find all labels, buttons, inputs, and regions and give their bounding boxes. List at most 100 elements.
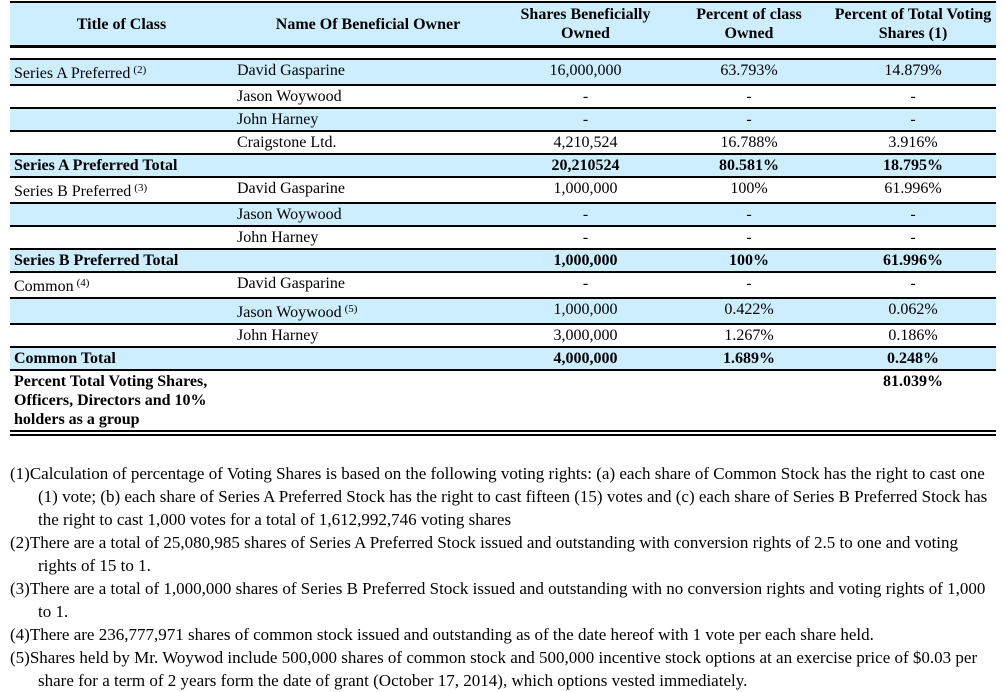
cell-shares: 1,000,000 <box>503 176 668 204</box>
table-header-row: Title of Class Name Of Beneficial Owner … <box>10 1 996 48</box>
cell-shares: 1,000,000 <box>503 297 668 325</box>
col-header-percent-class: Percent of class Owned <box>668 1 830 48</box>
cell-owner: Craigstone Ltd. <box>233 130 503 155</box>
footnote-ref-sup: (4) <box>76 276 90 289</box>
cell-pct-voting: 18.795% <box>830 153 996 178</box>
class-title: Common <box>14 277 74 295</box>
cell-title: Series A Preferred (2) <box>10 58 233 86</box>
cell-shares: - <box>503 107 668 132</box>
cell-pct-voting: - <box>830 107 996 132</box>
footnote-ref-sup: (3) <box>134 181 148 194</box>
footnote: (3)There are a total of 1,000,000 shares… <box>10 577 1000 623</box>
cell-shares: - <box>503 225 668 250</box>
col-header-percent-voting: Percent of Total Voting Shares (1) <box>830 1 996 48</box>
table-row: Series B Preferred (3) David Gasparine 1,… <box>10 176 996 204</box>
footnote-ref-sup: (2) <box>133 63 147 76</box>
beneficial-ownership-table: Title of Class Name Of Beneficial Owner … <box>10 1 996 436</box>
table-row-grand-total: Percent Total Voting Shares, Officers, D… <box>10 369 996 436</box>
footnote-text: There are a total of 25,080,985 shares o… <box>29 532 959 575</box>
cell-pct-voting: - <box>830 271 996 299</box>
table-row: Series A Preferred (2) David Gasparine 16… <box>10 58 996 86</box>
cell-pct-voting: 14.879% <box>830 58 996 86</box>
cell-pct-class: 100% <box>668 176 830 204</box>
footnote-number: (3) <box>10 578 30 598</box>
table-row: Craigstone Ltd. 4,210,524 16.788% 3.916% <box>10 130 996 155</box>
col-header-title-of-class: Title of Class <box>10 1 233 48</box>
table-row: John Harney 3,000,000 1.267% 0.186% <box>10 323 996 348</box>
cell-shares <box>503 369 668 436</box>
table-row: Jason Woywood - - - <box>10 202 996 227</box>
cell-pct-class: - <box>668 271 830 299</box>
footnote-ref-sup: (5) <box>344 302 358 315</box>
footnote: (4)There are 236,777,971 shares of commo… <box>10 623 1000 646</box>
footnote-text: Calculation of percentage of Voting Shar… <box>29 463 988 529</box>
cell-title <box>10 225 233 250</box>
cell-owner: John Harney <box>233 225 503 250</box>
table-row: Jason Woywood - - - <box>10 84 996 109</box>
cell-shares: 4,000,000 <box>503 346 668 371</box>
cell-pct-class: - <box>668 225 830 250</box>
table-row: John Harney - - - <box>10 107 996 132</box>
cell-pct-voting: - <box>830 225 996 250</box>
cell-pct-class: - <box>668 107 830 132</box>
cell-title: Series B Preferred Total <box>10 248 233 273</box>
table-row-total-common: Common Total 4,000,000 1.689% 0.248% <box>10 346 996 371</box>
cell-title: Percent Total Voting Shares, Officers, D… <box>10 369 503 436</box>
cell-owner <box>233 153 503 178</box>
cell-shares: 1,000,000 <box>503 248 668 273</box>
cell-owner <box>233 248 503 273</box>
cell-pct-class: - <box>668 202 830 227</box>
cell-title <box>10 107 233 132</box>
footnote-number: (1) <box>10 463 30 483</box>
col-header-beneficial-owner: Name Of Beneficial Owner <box>233 1 503 48</box>
col-header-shares-owned: Shares Beneficially Owned <box>503 1 668 48</box>
footnote: (1)Calculation of percentage of Voting S… <box>10 462 1000 531</box>
cell-pct-voting: 81.039% <box>830 369 996 436</box>
cell-owner <box>233 346 503 371</box>
cell-pct-voting: - <box>830 202 996 227</box>
table-row: Common (4) David Gasparine - - - <box>10 271 996 299</box>
cell-title: Common Total <box>10 346 233 371</box>
cell-pct-class: 16.788% <box>668 130 830 155</box>
footnote-number: (4) <box>10 624 30 644</box>
cell-title <box>10 84 233 109</box>
footnote-text: There are 236,777,971 shares of common s… <box>29 624 874 644</box>
cell-owner: Jason Woywood <box>233 84 503 109</box>
cell-title: Common (4) <box>10 271 233 299</box>
cell-pct-class: 1.267% <box>668 323 830 348</box>
cell-title: Series A Preferred Total <box>10 153 233 178</box>
cell-shares: - <box>503 84 668 109</box>
cell-owner: Jason Woywood (5) <box>233 297 503 325</box>
cell-pct-class: 100% <box>668 248 830 273</box>
cell-owner: David Gasparine <box>233 271 503 299</box>
cell-title <box>10 202 233 227</box>
cell-pct-voting: 0.248% <box>830 346 996 371</box>
table-row-total-series-b: Series B Preferred Total 1,000,000 100% … <box>10 248 996 273</box>
class-title: Series A Preferred <box>14 64 131 82</box>
cell-pct-voting: 0.186% <box>830 323 996 348</box>
cell-shares: 4,210,524 <box>503 130 668 155</box>
cell-owner: David Gasparine <box>233 58 503 86</box>
cell-pct-class: 80.581% <box>668 153 830 178</box>
cell-shares: 20,210524 <box>503 153 668 178</box>
table-row-total-series-a: Series A Preferred Total 20,210524 80.58… <box>10 153 996 178</box>
cell-shares: 16,000,000 <box>503 58 668 86</box>
footnotes: (1)Calculation of percentage of Voting S… <box>10 462 1000 692</box>
footnote: (2)There are a total of 25,080,985 share… <box>10 531 1000 577</box>
owner-name: Jason Woywood <box>237 303 342 321</box>
cell-title <box>10 297 233 325</box>
spacer-row <box>10 46 996 60</box>
cell-pct-class: 0.422% <box>668 297 830 325</box>
cell-owner: John Harney <box>233 107 503 132</box>
cell-pct-voting: 61.996% <box>830 176 996 204</box>
footnote: (5)Shares held by Mr. Woywod include 500… <box>10 646 1000 692</box>
footnote-number: (2) <box>10 532 30 552</box>
cell-title <box>10 323 233 348</box>
cell-shares: - <box>503 202 668 227</box>
cell-owner: Jason Woywood <box>233 202 503 227</box>
cell-pct-voting: 61.996% <box>830 248 996 273</box>
table-row: Jason Woywood (5) 1,000,000 0.422% 0.062% <box>10 297 996 325</box>
cell-title: Series B Preferred (3) <box>10 176 233 204</box>
table-row: John Harney - - - <box>10 225 996 250</box>
